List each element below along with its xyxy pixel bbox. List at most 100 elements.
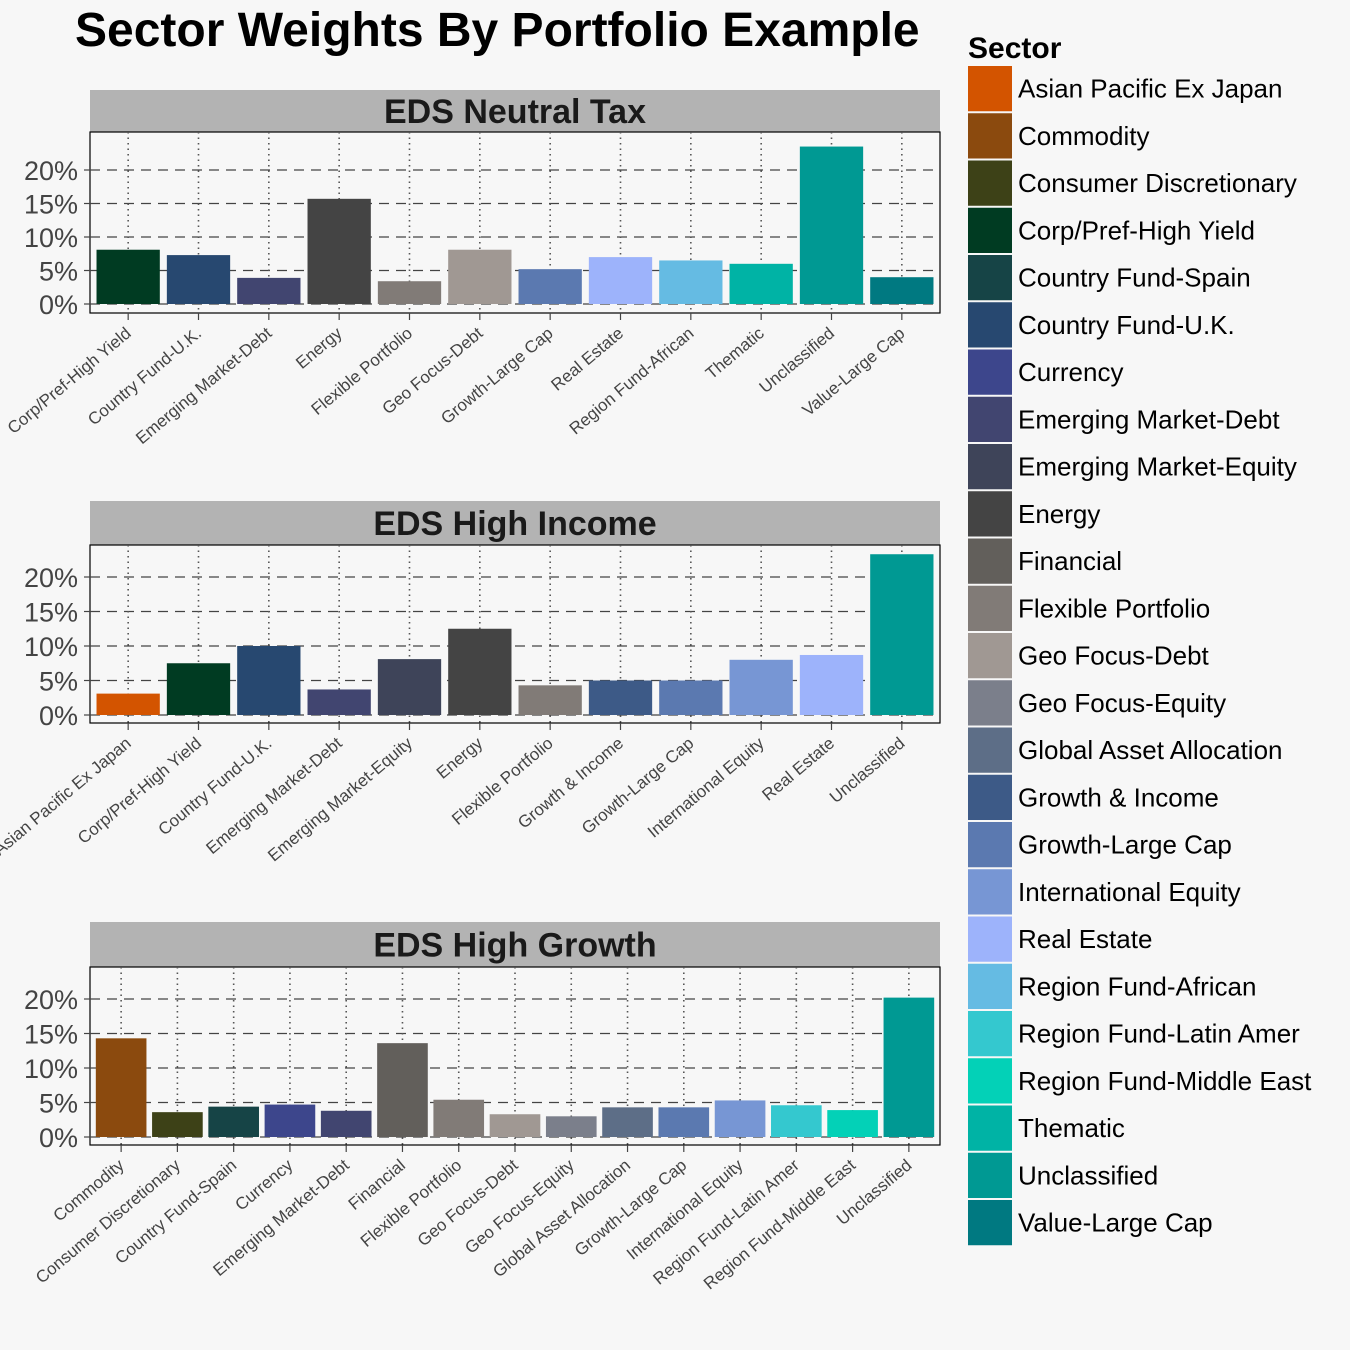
- panel-frame: [89, 544, 941, 724]
- legend-label: Country Fund-Spain: [1018, 263, 1251, 293]
- strip-header: [90, 501, 940, 545]
- legend-label: Commodity: [1018, 121, 1149, 151]
- bar-emerging-market-debt: [320, 1110, 372, 1137]
- strip-label: EDS Neutral Tax: [384, 93, 646, 131]
- legend-item-financial: Financial: [968, 538, 1122, 584]
- bar-country-fund-u-k: [237, 646, 301, 715]
- y-tick-label: 20%: [24, 563, 78, 593]
- legend-swatch: [968, 822, 1012, 868]
- x-tick-label: Asian Pacific Ex Japan: [0, 734, 135, 860]
- legend-label: Region Fund-Middle East: [1018, 1066, 1312, 1096]
- legend-item-region-fund-african: Region Fund-African: [968, 963, 1256, 1009]
- x-tick-label: Emerging Market-Debt: [132, 323, 275, 448]
- legend-label: Real Estate: [1018, 924, 1152, 954]
- y-tick-label: 15%: [24, 1020, 78, 1050]
- legend-label: Asian Pacific Ex Japan: [1018, 74, 1282, 104]
- panel-eds-neutral-tax: EDS Neutral Tax 0%5% 10%15% 20% Corp/Pref-Hi…: [4, 90, 941, 448]
- bar-geo-focus-debt: [448, 249, 512, 304]
- legend-swatch: [968, 680, 1012, 726]
- bar-growth-large-cap: [659, 680, 723, 715]
- legend-item-value-large-cap: Value-Large Cap: [968, 1200, 1213, 1246]
- y-tick-label: 10%: [24, 632, 78, 662]
- legend-label: Flexible Portfolio: [1018, 593, 1210, 623]
- legend-label: Growth-Large Cap: [1018, 830, 1232, 860]
- legend-swatch: [968, 255, 1012, 301]
- panel-eds-high-growth: EDS High Growth0%5%10%15%20%CommodityCon…: [24, 922, 941, 1293]
- legend-item-flexible-portfolio: Flexible Portfolio: [968, 585, 1210, 631]
- x-tick-label: International Equity: [644, 733, 768, 841]
- y-tick-label: 5%: [39, 257, 78, 287]
- legend-swatch: [968, 1058, 1012, 1104]
- bar-unclassified: [799, 146, 864, 304]
- legend-item-consumer-discretionary: Consumer Discretionary: [968, 160, 1297, 206]
- y-tick-label: 10%: [24, 223, 78, 253]
- x-tick-label: Energy: [433, 733, 487, 782]
- legend-item-real-estate: Real Estate: [968, 916, 1152, 962]
- legend-swatch: [968, 113, 1012, 159]
- bar-flexible-portfolio: [433, 1099, 485, 1137]
- x-tick-label: Region Fund-African: [566, 324, 698, 439]
- legend-item-unclassified: Unclassified: [968, 1152, 1158, 1198]
- legend-item-global-asset-allocation: Global Asset Allocation: [968, 727, 1283, 773]
- bar-global-asset-allocation: [602, 1107, 653, 1137]
- bar-asian-pacific-ex-japan: [96, 693, 160, 715]
- bar-real-estate: [588, 257, 653, 304]
- legend-swatch: [968, 349, 1012, 395]
- legend-label: Region Fund-Latin Amer: [1018, 1019, 1300, 1049]
- bar-commodity: [95, 1038, 147, 1137]
- chart-title: Sector Weights By Portfolio Example: [75, 4, 920, 57]
- facet-panels: EDS Neutral Tax 0% 5% 10% 15% 20% Corp/Pref-Hi…: [0, 90, 941, 1293]
- x-tick-label: Corp/Pref-High Yield: [4, 324, 135, 438]
- bar-emerging-market-debt: [307, 689, 371, 715]
- legend-item-asian-pacific-ex-japan: Asian Pacific Ex Japan: [968, 66, 1282, 112]
- bar-geo-focus-debt: [489, 1114, 541, 1137]
- legend-item-emerging-market-equity: Emerging Market-Equity: [968, 444, 1297, 490]
- legend-swatch: [968, 160, 1012, 206]
- y-tick-label: 0%: [39, 701, 78, 731]
- legend-label: Growth & Income: [1018, 782, 1219, 812]
- legend-item-international-equity: International Equity: [968, 869, 1241, 915]
- legend-swatch: [968, 963, 1012, 1009]
- legend-label: Corp/Pref-High Yield: [1018, 215, 1255, 245]
- bar-unclassified: [883, 997, 935, 1137]
- legend-label: Financial: [1018, 546, 1122, 576]
- x-tick-label: Energy: [292, 323, 346, 372]
- x-tick-label: Emerging Market-Equity: [264, 733, 416, 865]
- bar-value-large-cap: [870, 277, 934, 304]
- x-tick-label: Corp/Pref-High Yield: [74, 734, 205, 848]
- y-tick-label: 0%: [39, 1123, 78, 1153]
- legend-swatch: [968, 444, 1012, 490]
- bar-international-equity: [714, 1100, 766, 1137]
- legend-swatch: [968, 1200, 1012, 1246]
- bar-growth-income: [588, 680, 653, 715]
- legend-label: Value-Large Cap: [1018, 1208, 1213, 1238]
- legend-swatch: [968, 491, 1012, 537]
- legend-label: Country Fund-U.K.: [1018, 310, 1235, 340]
- bar-geo-focus-equity: [545, 1116, 597, 1137]
- legend-label: Energy: [1018, 499, 1100, 529]
- legend-label: Global Asset Allocation: [1018, 735, 1283, 765]
- legend-swatch: [968, 207, 1012, 253]
- legend-item-geo-focus-equity: Geo Focus-Equity: [968, 680, 1226, 726]
- legend-swatch: [968, 538, 1012, 584]
- legend-item-commodity: Commodity: [968, 113, 1149, 159]
- bar-emerging-market-equity: [377, 659, 442, 715]
- y-tick-label: 10%: [24, 1054, 78, 1084]
- bar-financial: [377, 1043, 428, 1137]
- x-tick-label: Unclassified: [826, 734, 908, 807]
- legend-label: Geo Focus-Equity: [1018, 688, 1226, 718]
- legend-item-region-fund-middle-east: Region Fund-Middle East: [968, 1058, 1312, 1104]
- bar-emerging-market-debt: [237, 277, 301, 304]
- bar-country-fund-spain: [208, 1106, 259, 1137]
- legend-title: Sector: [968, 32, 1062, 65]
- strip-header: [90, 90, 940, 132]
- legend-item-geo-focus-debt: Geo Focus-Debt: [968, 633, 1210, 679]
- bar-unclassified: [870, 554, 934, 715]
- legend-item-region-fund-latin-amer: Region Fund-Latin Amer: [968, 1011, 1300, 1057]
- strip-label: EDS High Income: [373, 505, 656, 543]
- legend-item-energy: Energy: [968, 491, 1100, 537]
- x-tick-label: Emerging Market-Debt: [203, 733, 346, 858]
- legend-item-country-fund-spain: Country Fund-Spain: [968, 255, 1251, 301]
- legend-item-thematic: Thematic: [968, 1105, 1125, 1151]
